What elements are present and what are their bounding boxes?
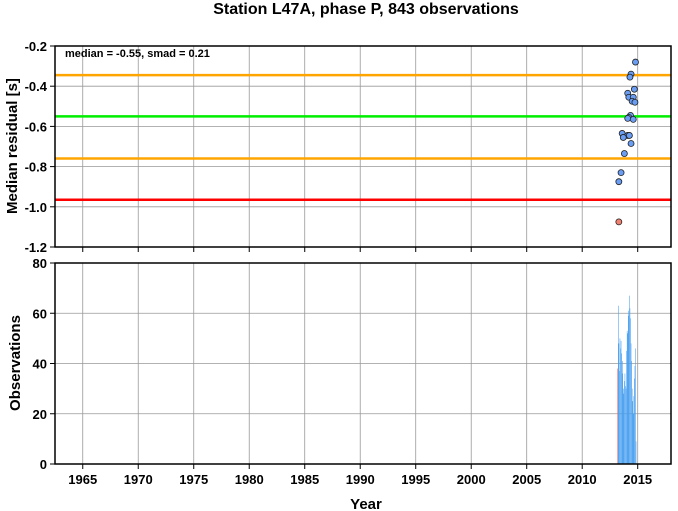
observation-bar <box>625 386 626 464</box>
residual-point <box>625 132 633 139</box>
observation-bar <box>635 441 637 464</box>
residual-point <box>626 73 634 81</box>
year-tick-label: 1965 <box>68 472 97 487</box>
observation-bar <box>629 295 630 464</box>
observation-bar <box>635 348 636 464</box>
observations-y-tick-label: 80 <box>33 256 47 271</box>
residual-y-tick-label: -1.2 <box>25 240 47 255</box>
observation-bar <box>625 388 627 464</box>
observation-bar <box>618 343 620 464</box>
observation-bar <box>630 318 631 464</box>
observation-bar <box>634 366 636 464</box>
observation-bar <box>618 305 619 464</box>
observation-bar <box>624 381 625 464</box>
year-x-axis-label: Year <box>350 496 382 511</box>
year-tick-label: 1970 <box>124 472 153 487</box>
observation-bar <box>622 388 624 464</box>
year-tick-label: 1985 <box>290 472 319 487</box>
year-tick-label: 1975 <box>179 472 208 487</box>
year-tick-label: 2005 <box>512 472 541 487</box>
observation-bar <box>622 360 623 464</box>
year-tick-label: 2015 <box>623 472 652 487</box>
residual-y-tick-label: -1.0 <box>25 200 47 215</box>
observations-y-tick-label: 20 <box>33 407 47 422</box>
observations-panel: 0 20 40 60 80 1965 1970 1975 1980 1985 1990 1995 200… <box>33 256 672 487</box>
observations-frame <box>54 262 672 465</box>
observation-bar <box>628 315 630 464</box>
year-tick-label: 1995 <box>401 472 430 487</box>
observation-bar <box>623 393 625 464</box>
residual-point <box>624 114 632 122</box>
observations-y-tick-label: 40 <box>33 357 47 372</box>
observation-bar <box>619 371 620 464</box>
observation-bar <box>634 378 635 464</box>
observation-bar <box>629 308 631 464</box>
observation-bar <box>631 388 633 464</box>
residual-point <box>629 115 637 123</box>
observation-bar <box>617 368 619 464</box>
residual-point <box>627 140 635 147</box>
year-tick-label: 1990 <box>346 472 375 487</box>
residual-panel: -0.2 -0.4 -0.6 -0.8 -1.0 -1.2 median = -0.55, … <box>25 39 672 255</box>
residual-y-tick-label: -0.4 <box>25 79 48 94</box>
year-tick-label: 1980 <box>235 472 264 487</box>
residual-point <box>619 134 627 141</box>
observation-bar <box>630 343 632 464</box>
residual-point <box>617 169 625 177</box>
observation-bar <box>621 353 622 464</box>
observations-y-axis-label: Observations <box>7 315 24 411</box>
year-tick-label: 2010 <box>568 472 597 487</box>
residual-y-tick-label: -0.8 <box>25 160 47 175</box>
observation-bar <box>624 373 626 464</box>
observation-bar <box>632 413 634 464</box>
observation-bar <box>626 350 627 464</box>
observation-bar <box>631 360 632 464</box>
observation-bar <box>627 310 629 464</box>
observation-bar <box>627 333 628 464</box>
residual-point <box>615 178 623 186</box>
observation-bar <box>620 348 621 464</box>
residual-y-tick-label: -0.6 <box>25 119 47 134</box>
residual-point <box>630 85 638 93</box>
residual-point <box>631 98 639 106</box>
year-tick-label: 2000 <box>457 472 486 487</box>
observations-y-tick-label: 60 <box>33 306 47 321</box>
stats-annotation: median = -0.55, smad = 0.21 <box>65 48 210 60</box>
residual-frame <box>54 45 672 248</box>
residual-y-axis-label: Median residual [s] <box>4 78 21 214</box>
observation-bar <box>633 396 635 464</box>
residual-point <box>632 58 639 66</box>
observation-bar <box>632 401 633 464</box>
observation-bar <box>620 340 622 464</box>
chart-title: Station L47A, phase P, 843 observations <box>213 1 519 18</box>
residual-point <box>620 150 628 157</box>
observation-bar <box>621 373 623 464</box>
residual-y-tick-label: -0.2 <box>25 39 47 54</box>
residual-point <box>615 218 623 226</box>
observation-bar <box>626 330 628 464</box>
observations-y-tick-label: 0 <box>40 457 47 472</box>
observation-bar <box>619 338 621 464</box>
